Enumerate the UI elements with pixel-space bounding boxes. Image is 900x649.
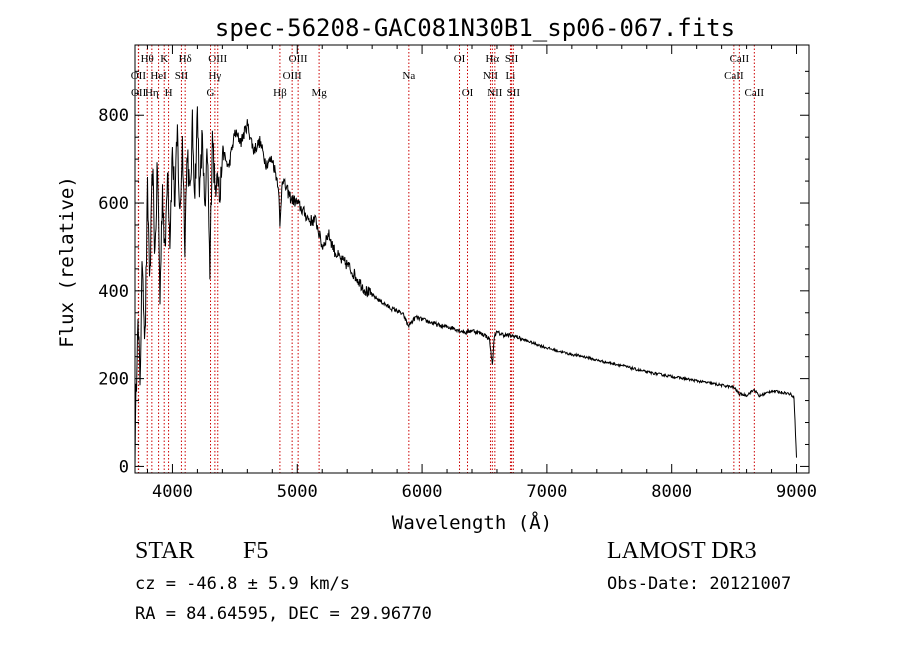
marker-label: CaII — [730, 53, 750, 65]
observation-date: Obs-Date: 20121007 — [607, 574, 792, 594]
axes: 4000 5000 6000 7000 8000 9000 0 200 400 600 800 — [98, 44, 817, 502]
marker-label: Hθ — [141, 53, 154, 65]
spectrum-line — [134, 106, 797, 467]
plot-frame — [134, 44, 810, 474]
marker-label: Li — [506, 70, 516, 82]
marker-label: OIII — [283, 70, 302, 82]
x-axis-label: Wavelength (Å) — [392, 511, 552, 534]
marker-label: G — [207, 87, 215, 99]
marker-label: CaII — [724, 70, 744, 82]
survey-name: LAMOST DR3 — [607, 538, 757, 564]
y-tick-label: 800 — [98, 106, 129, 126]
x-tick-label: 5000 — [277, 482, 318, 502]
marker-label: CaII — [745, 87, 765, 99]
marker-label: SII — [505, 53, 519, 65]
redshift-velocity: cz = -46.8 ± 5.9 km/s — [135, 574, 350, 594]
marker-label: Na — [402, 70, 415, 82]
marker-label: NII — [487, 87, 503, 99]
marker-label: Hα — [485, 53, 499, 65]
object-subclass: F5 — [243, 538, 269, 564]
y-tick-label: 200 — [98, 370, 129, 390]
x-tick-label: 8000 — [651, 482, 692, 502]
marker-label: SII — [175, 70, 189, 82]
marker-label: Hη — [145, 87, 159, 99]
x-tick-label: 7000 — [526, 482, 567, 502]
chart-title: spec-56208-GAC081N30B1_sp06-067.fits — [215, 14, 735, 42]
marker-label: OI — [462, 87, 474, 99]
marker-label: OI — [454, 53, 466, 65]
marker-label: HeI — [150, 70, 167, 82]
marker-label: Hγ — [208, 70, 221, 82]
x-tick-label: 6000 — [402, 482, 443, 502]
marker-label: NII — [483, 70, 499, 82]
y-axis-label: Flux (relative) — [56, 176, 78, 348]
marker-label: Hδ — [179, 53, 192, 65]
marker-label: Mg — [311, 87, 327, 99]
coordinates: RA = 84.64595, DEC = 29.96770 — [135, 604, 432, 624]
y-tick-label: 400 — [98, 282, 129, 302]
y-tick-label: 600 — [98, 194, 129, 214]
marker-label: OIII — [208, 53, 227, 65]
x-tick-label: 9000 — [776, 482, 817, 502]
x-tick-label: 4000 — [152, 482, 193, 502]
marker-label: OIII — [289, 53, 308, 65]
object-class: STAR — [135, 538, 195, 564]
marker-label: H — [165, 87, 173, 99]
y-tick-label: 0 — [119, 457, 129, 477]
marker-label: K — [160, 53, 168, 65]
spectrum-series — [134, 106, 797, 467]
marker-label: Hβ — [273, 87, 287, 99]
marker-label: SII — [507, 87, 521, 99]
